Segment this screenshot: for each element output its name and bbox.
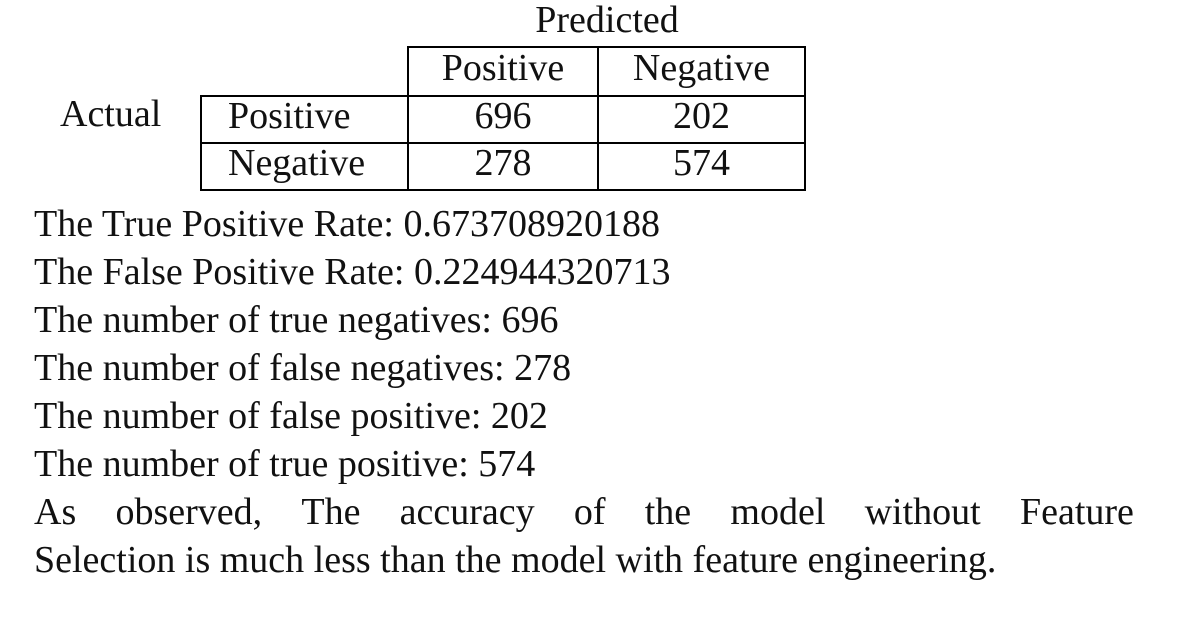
predicted-heading: Predicted bbox=[535, 0, 679, 41]
conclusion-word: accuracy bbox=[399, 491, 535, 533]
conclusion-word: the bbox=[644, 491, 692, 533]
false-positives-line: The number of false positive: 202 bbox=[34, 395, 548, 437]
conclusion-word: Feature bbox=[1019, 491, 1134, 533]
table-rule bbox=[804, 46, 806, 191]
cell-actual-positive-predicted-negative: 202 bbox=[673, 95, 730, 137]
true-positives-line: The number of true positive: 574 bbox=[34, 443, 536, 485]
row-header-negative: Negative bbox=[228, 142, 366, 184]
table-rule bbox=[200, 95, 806, 97]
conclusion-word: without bbox=[864, 491, 981, 533]
actual-heading: Actual bbox=[60, 93, 162, 135]
table-rule bbox=[597, 46, 599, 191]
results-paragraph: The True Positive Rate: 0.673708920188 T… bbox=[34, 200, 1134, 584]
table-rule bbox=[200, 189, 806, 191]
false-positive-rate-line: The False Positive Rate: 0.224944320713 bbox=[34, 251, 671, 293]
true-positive-rate-line: The True Positive Rate: 0.673708920188 bbox=[34, 203, 660, 245]
conclusion-word: observed, bbox=[115, 491, 263, 533]
table-rule bbox=[408, 46, 806, 48]
cell-actual-positive-predicted-positive: 696 bbox=[474, 95, 532, 137]
table-rule bbox=[200, 142, 806, 144]
conclusion-line-1: As observed, The accuracy of the model w… bbox=[34, 488, 1134, 536]
true-negatives-line: The number of true negatives: 696 bbox=[34, 299, 559, 341]
col-header-positive: Positive bbox=[441, 47, 565, 89]
conclusion-word: of bbox=[573, 491, 606, 533]
cell-actual-negative-predicted-positive: 278 bbox=[474, 142, 532, 184]
cell-actual-negative-predicted-negative: 574 bbox=[673, 142, 730, 184]
false-negatives-line: The number of false negatives: 278 bbox=[34, 347, 572, 389]
col-header-negative: Negative bbox=[632, 47, 771, 89]
conclusion-line-2: Selection is much less than the model wi… bbox=[34, 539, 997, 581]
table-rule bbox=[407, 46, 409, 191]
conclusion-word: As bbox=[34, 491, 77, 533]
row-header-positive: Positive bbox=[228, 95, 351, 137]
conclusion-word: model bbox=[730, 491, 826, 533]
conclusion-word: The bbox=[301, 491, 361, 533]
table-rule bbox=[200, 95, 202, 191]
